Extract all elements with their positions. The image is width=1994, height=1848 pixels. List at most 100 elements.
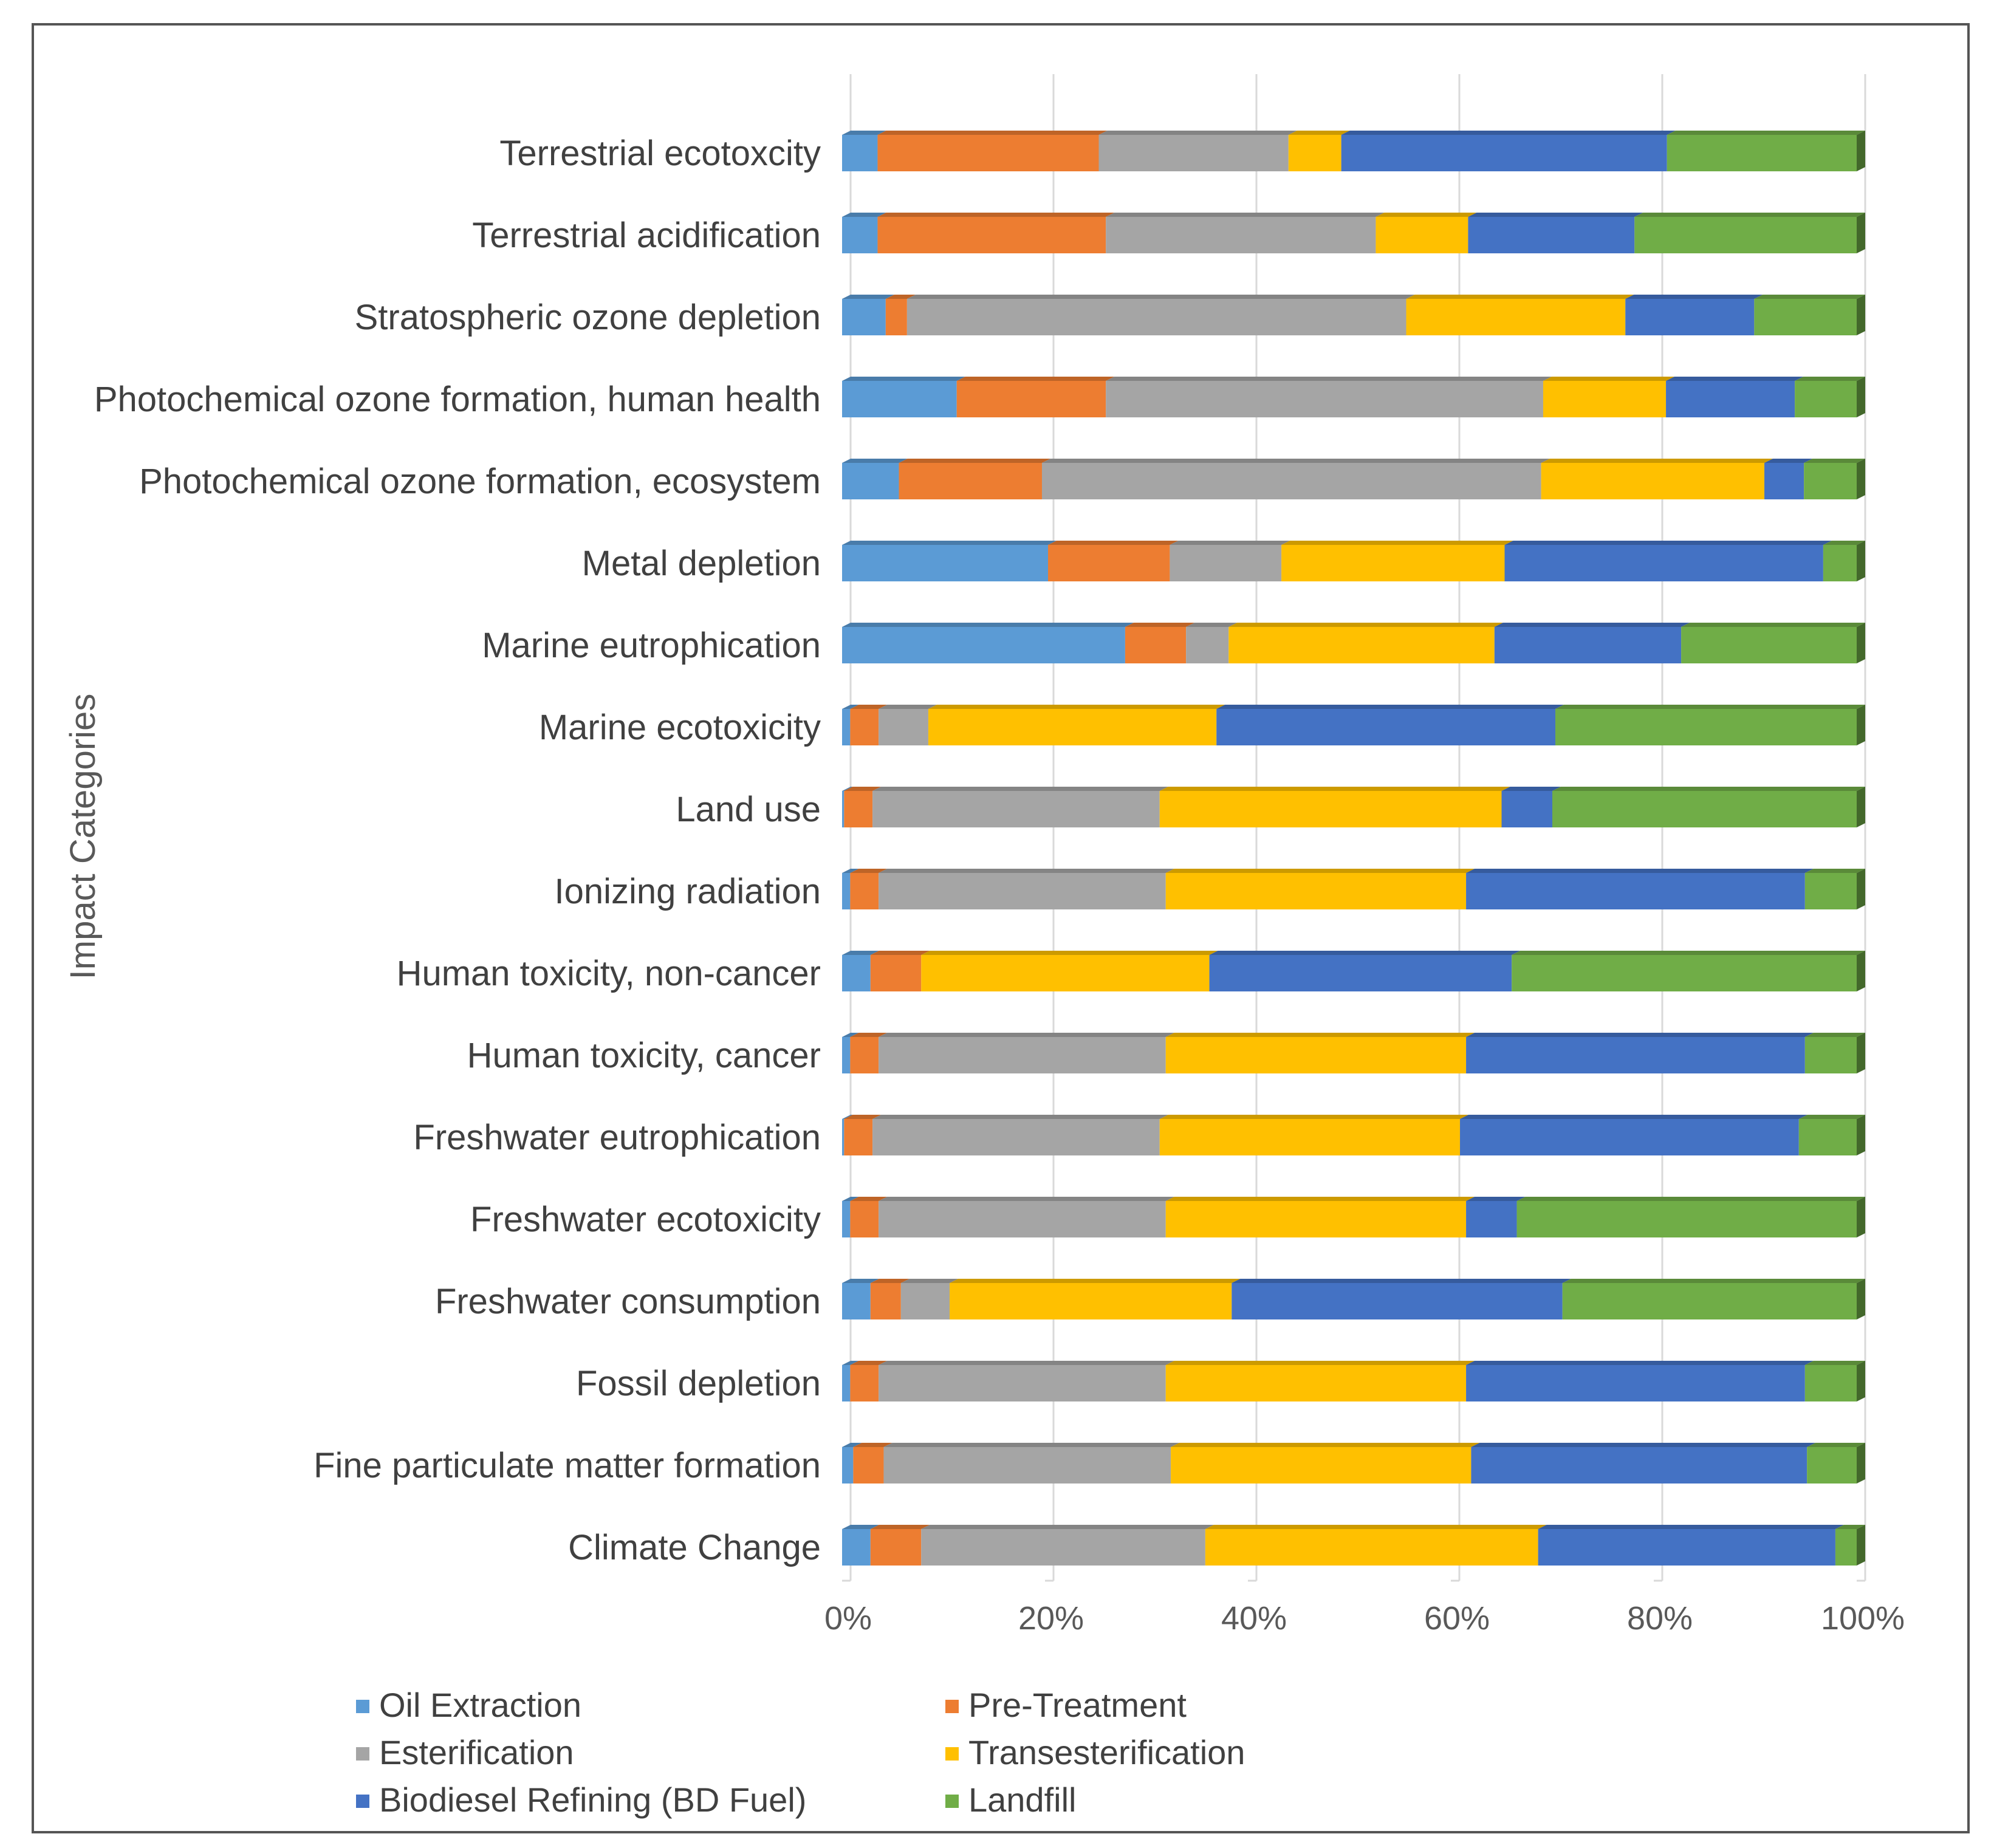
bar-segment-top xyxy=(842,541,1057,545)
bar-segment xyxy=(842,955,871,991)
bar-side xyxy=(1857,623,1865,663)
bar-segment xyxy=(1170,545,1282,581)
bar-segment-top xyxy=(1471,1443,1816,1447)
x-tick-label: 100% xyxy=(1821,1600,1905,1637)
bar-segment xyxy=(1205,1529,1538,1566)
bar-segment-top xyxy=(1406,295,1634,299)
bar-segment-top xyxy=(1466,1361,1814,1365)
bar-segment xyxy=(1288,135,1341,171)
category-label: Ionizing radiation xyxy=(554,872,821,911)
bar-segment-top xyxy=(1555,705,1865,709)
bar-segment xyxy=(1406,299,1626,335)
bar-segment xyxy=(870,1529,922,1566)
bar-segment-top xyxy=(842,1115,853,1119)
bar-segment xyxy=(1666,381,1795,417)
bar-side xyxy=(1857,295,1865,335)
bar-segment xyxy=(1504,545,1823,581)
bar-segment xyxy=(850,709,879,745)
bar-segment-top xyxy=(1228,623,1503,627)
bar-segment xyxy=(921,1529,1205,1566)
bar-segment-top xyxy=(1341,131,1676,135)
bar-segment-top xyxy=(844,1115,882,1119)
bar-segment xyxy=(885,299,907,335)
x-tick-label: 20% xyxy=(1018,1600,1084,1637)
bar-segment-top xyxy=(879,869,1174,873)
bar-segment-top xyxy=(879,1361,1174,1365)
bar-segment xyxy=(1041,463,1541,499)
bar-segment xyxy=(1835,1529,1857,1566)
y-axis-title: Impact Categories xyxy=(63,694,103,980)
bar-segment-top xyxy=(877,131,1108,135)
bar-segment-top xyxy=(1764,459,1813,463)
legend-swatch xyxy=(356,1700,369,1713)
bar-side xyxy=(1857,377,1865,417)
bar-segment xyxy=(1795,381,1857,417)
bar-segment xyxy=(850,1037,879,1073)
category-label: Photochemical ozone formation, ecosystem xyxy=(139,462,821,501)
stacked-bar-chart: Terrestrial ecotoxcity Terrestrial acidif… xyxy=(63,74,1905,1819)
bar-segment-top xyxy=(842,1279,879,1283)
legend-label: Landfill xyxy=(968,1781,1076,1819)
bar-segment xyxy=(844,1119,873,1155)
bar-segment-top xyxy=(844,787,882,791)
bar-side xyxy=(1857,1197,1865,1237)
bar-segment xyxy=(1681,627,1857,663)
bar-segment xyxy=(1798,1119,1857,1155)
bar-segment-top xyxy=(842,1443,862,1447)
bar-segment-top xyxy=(921,951,1218,955)
bar-segment-top xyxy=(1804,1033,1865,1037)
bar-segment-top xyxy=(1468,213,1643,217)
x-tick-label: 60% xyxy=(1424,1600,1490,1637)
bar-segment-top xyxy=(850,869,888,873)
bar-segment-top xyxy=(1501,787,1561,791)
bar-segment xyxy=(844,791,873,827)
bar-segment xyxy=(842,791,845,827)
chart-frame: Terrestrial ecotoxcity Terrestrial acidif… xyxy=(32,23,1970,1833)
bar-segment-top xyxy=(1186,623,1238,627)
bar-segment xyxy=(842,299,886,335)
bar-segment-top xyxy=(842,131,886,135)
bar-segment xyxy=(1468,217,1635,253)
bar-segment-top xyxy=(900,1279,959,1283)
bar-segment-top xyxy=(1376,213,1477,217)
bar-segment xyxy=(842,1447,854,1484)
bar-segment-top xyxy=(1098,131,1297,135)
bar-segment xyxy=(879,1037,1166,1073)
x-tick-label: 0% xyxy=(824,1600,872,1637)
bar-segment-top xyxy=(1466,869,1814,873)
bar-segment-top xyxy=(1165,869,1475,873)
bar-segment-top xyxy=(850,1033,888,1037)
bar-side xyxy=(1857,459,1865,499)
bar-segment-top xyxy=(899,459,1050,463)
bar-segment-top xyxy=(842,787,853,791)
bar-segment-top xyxy=(842,1525,879,1529)
bar-side xyxy=(1857,1443,1865,1484)
bar-segment-top xyxy=(1538,1525,1844,1529)
bar-segment-top xyxy=(1165,1361,1475,1365)
category-label: Photochemical ozone formation, human hea… xyxy=(94,380,821,419)
bar-segment-top xyxy=(1460,1115,1807,1119)
bar-segment xyxy=(872,791,1160,827)
bar-segment-top xyxy=(1159,787,1510,791)
bar-segment-top xyxy=(850,705,888,709)
bar-segment xyxy=(1341,135,1667,171)
bar-side xyxy=(1857,787,1865,827)
bar-segment-top xyxy=(1165,1197,1475,1201)
bar-segment xyxy=(899,463,1042,499)
bar-segment-top xyxy=(1504,541,1832,545)
x-tick-labels: 0% 20% 40% 60% 80% 100% xyxy=(824,1600,1905,1637)
bar-segment xyxy=(1804,463,1857,499)
bar-segment-top xyxy=(1165,1033,1475,1037)
bar-segment xyxy=(1186,627,1229,663)
bar-segment-top xyxy=(1666,377,1804,381)
bar-segment-top xyxy=(950,1279,1241,1283)
bar-segment-top xyxy=(1216,705,1564,709)
bar-side xyxy=(1857,1279,1865,1319)
bar-segment xyxy=(879,873,1166,909)
bar-segment xyxy=(1501,791,1552,827)
bar-segment-top xyxy=(1798,1115,1865,1119)
bar-segment-top xyxy=(1041,459,1550,463)
x-tick-label: 80% xyxy=(1627,1600,1693,1637)
bar-segment xyxy=(842,1201,851,1237)
bar-segment xyxy=(906,299,1406,335)
